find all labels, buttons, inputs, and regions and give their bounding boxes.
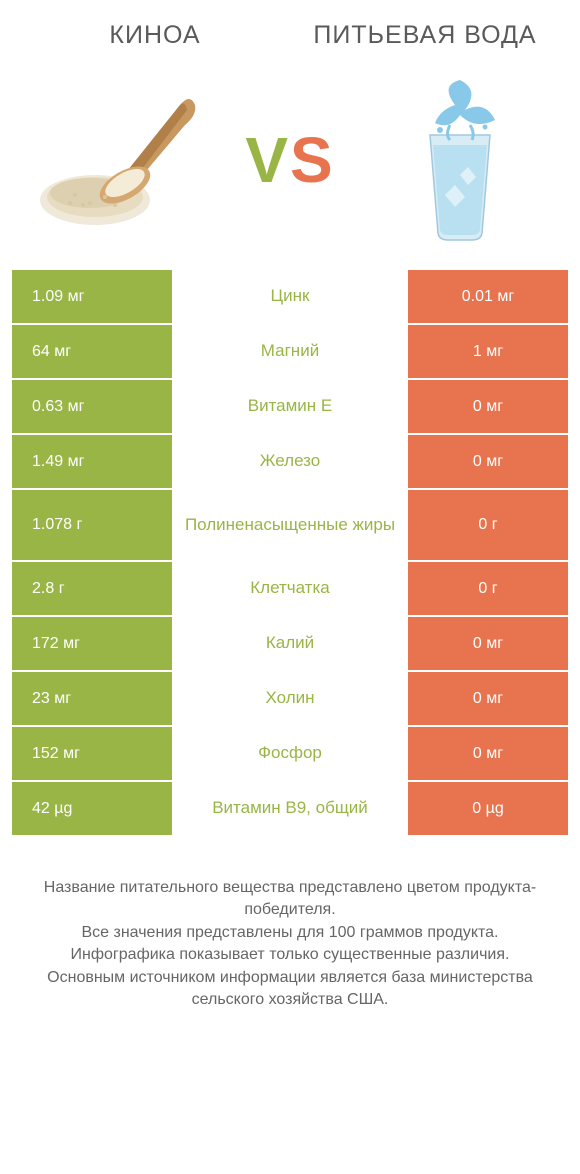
footer-line: Основным источником информации является …: [30, 967, 550, 1012]
cell-left-value: 2.8 г: [12, 562, 172, 615]
title-right: ПИТЬЕВАЯ ВОДА: [290, 20, 560, 50]
footer-line: Инфографика показывает только существенн…: [30, 944, 550, 966]
cell-nutrient-name: Полиненасыщенные жиры: [172, 490, 408, 560]
cell-left-value: 64 мг: [12, 325, 172, 378]
cell-nutrient-name: Железо: [172, 435, 408, 488]
cell-right-value: 1 мг: [408, 325, 568, 378]
cell-right-value: 0 мг: [408, 380, 568, 433]
table-row: 1.078 гПолиненасыщенные жиры0 г: [12, 490, 568, 562]
table-row: 23 мгХолин0 мг: [12, 672, 568, 727]
cell-right-value: 0 мг: [408, 727, 568, 780]
cell-nutrient-name: Магний: [172, 325, 408, 378]
cell-left-value: 152 мг: [12, 727, 172, 780]
cell-nutrient-name: Цинк: [172, 270, 408, 323]
cell-left-value: 1.49 мг: [12, 435, 172, 488]
cell-right-value: 0 мг: [408, 672, 568, 725]
water-image: [360, 70, 560, 250]
table-row: 0.63 мгВитамин E0 мг: [12, 380, 568, 435]
cell-nutrient-name: Клетчатка: [172, 562, 408, 615]
cell-nutrient-name: Витамин B9, общий: [172, 782, 408, 835]
cell-right-value: 0 г: [408, 490, 568, 560]
cell-left-value: 42 µg: [12, 782, 172, 835]
cell-left-value: 0.63 мг: [12, 380, 172, 433]
vs-v: V: [245, 124, 290, 196]
cell-left-value: 1.078 г: [12, 490, 172, 560]
cell-nutrient-name: Калий: [172, 617, 408, 670]
table-row: 2.8 гКлетчатка0 г: [12, 562, 568, 617]
water-icon: [390, 75, 530, 245]
footer-line: Все значения представлены для 100 граммо…: [30, 922, 550, 944]
cell-right-value: 0 мг: [408, 617, 568, 670]
cell-left-value: 172 мг: [12, 617, 172, 670]
cell-nutrient-name: Витамин E: [172, 380, 408, 433]
cell-right-value: 0.01 мг: [408, 270, 568, 323]
title-left: КИНОА: [20, 20, 290, 50]
cell-left-value: 1.09 мг: [12, 270, 172, 323]
table-row: 1.49 мгЖелезо0 мг: [12, 435, 568, 490]
footer: Название питательного вещества представл…: [0, 837, 580, 1011]
table-row: 172 мгКалий0 мг: [12, 617, 568, 672]
cell-nutrient-name: Фосфор: [172, 727, 408, 780]
cell-right-value: 0 µg: [408, 782, 568, 835]
quinoa-image: [20, 70, 220, 250]
footer-line: Название питательного вещества представл…: [30, 877, 550, 922]
quinoa-icon: [35, 85, 205, 235]
table-row: 42 µgВитамин B9, общий0 µg: [12, 782, 568, 837]
header-row: КИНОА ПИТЬЕВАЯ ВОДА: [0, 0, 580, 60]
header-right: ПИТЬЕВАЯ ВОДА: [290, 20, 560, 50]
cell-right-value: 0 мг: [408, 435, 568, 488]
table-row: 152 мгФосфор0 мг: [12, 727, 568, 782]
vs-label: VS: [220, 123, 360, 197]
images-row: VS: [0, 60, 580, 270]
cell-left-value: 23 мг: [12, 672, 172, 725]
cell-right-value: 0 г: [408, 562, 568, 615]
cell-nutrient-name: Холин: [172, 672, 408, 725]
header-left: КИНОА: [20, 20, 290, 50]
comparison-table: 1.09 мгЦинк0.01 мг64 мгМагний1 мг0.63 мг…: [0, 270, 580, 837]
vs-s: S: [290, 124, 335, 196]
table-row: 1.09 мгЦинк0.01 мг: [12, 270, 568, 325]
table-row: 64 мгМагний1 мг: [12, 325, 568, 380]
